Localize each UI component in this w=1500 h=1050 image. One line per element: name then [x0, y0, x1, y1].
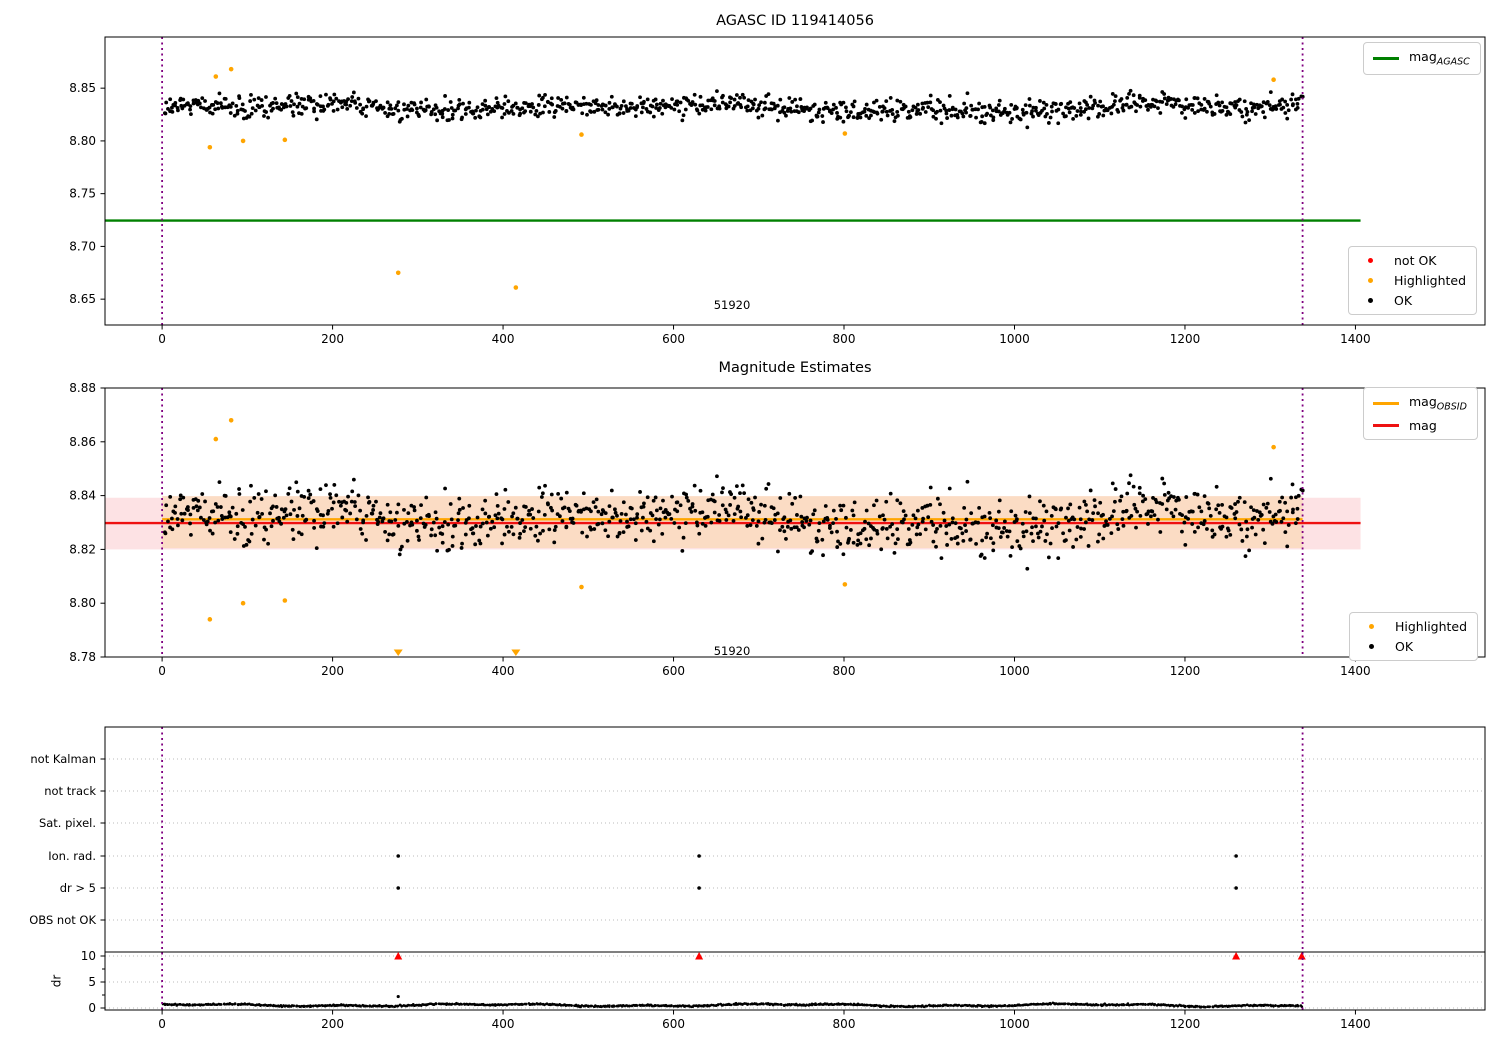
svg-text:Sat. pixel.: Sat. pixel.	[39, 816, 96, 830]
svg-text:8.78: 8.78	[69, 650, 96, 664]
clipped-dr-layer	[394, 952, 1306, 960]
plot1-marker-legend: not OK Highlighted OK	[1348, 246, 1478, 315]
x-axis: 0 200 400 600 800 1000 1200 1400	[158, 1010, 1371, 1031]
legend-line-sample	[1372, 401, 1399, 405]
legend-dot-sample	[1368, 258, 1373, 263]
legend-dot-sample	[1369, 644, 1374, 649]
grid-layer: not Kalman not track Sat. pixel. Ion. rad. d…	[29, 752, 1485, 1015]
svg-text:not Kalman: not Kalman	[30, 752, 96, 766]
plot2-line-legend: magOBSID mag	[1363, 387, 1478, 440]
plot2-obsid-label: 51920	[713, 644, 751, 658]
svg-text:0: 0	[88, 1001, 96, 1015]
legend-item: magAGASC	[1372, 49, 1470, 68]
svg-text:Ion. rad.: Ion. rad.	[48, 849, 96, 863]
svg-text:not track: not track	[44, 784, 96, 798]
svg-text:200: 200	[321, 1017, 344, 1031]
legend-line-sample	[1372, 423, 1399, 427]
legend-item: mag	[1372, 418, 1467, 433]
legend-line-sample	[1372, 56, 1399, 60]
legend-label: mag	[1409, 417, 1437, 433]
legend-label: magOBSID	[1409, 394, 1467, 413]
plot3-frame	[104, 726, 1486, 1011]
ok-scatter-layer	[162, 473, 1305, 571]
svg-text:0: 0	[158, 1017, 166, 1031]
svg-text:1200: 1200	[1170, 664, 1201, 678]
svg-text:600: 600	[662, 332, 685, 346]
svg-text:400: 400	[492, 664, 515, 678]
dr-series-layer	[161, 1001, 1304, 1009]
obsid-boundary-vlines	[161, 727, 1304, 1010]
svg-text:1400: 1400	[1340, 332, 1371, 346]
legend-item: Highlighted	[1358, 619, 1467, 634]
svg-text:8.86: 8.86	[69, 435, 96, 449]
svg-text:1000: 1000	[999, 664, 1030, 678]
highlighted-scatter-layer	[207, 417, 1276, 622]
svg-text:8.65: 8.65	[69, 292, 96, 306]
y-axis: 8.78 8.80 8.82 8.84 8.86 8.88	[69, 381, 105, 664]
legend-label: magAGASC	[1409, 49, 1470, 68]
flag-points-layer	[396, 854, 1238, 999]
legend-item: not OK	[1357, 253, 1466, 268]
plot1-obsid-label: 51920	[713, 298, 751, 312]
svg-text:8.80: 8.80	[69, 134, 96, 148]
svg-text:8.84: 8.84	[69, 489, 96, 503]
svg-text:1000: 1000	[999, 332, 1030, 346]
dr-axis-label: dr	[49, 974, 64, 988]
svg-text:600: 600	[662, 1017, 685, 1031]
ok-scatter-layer	[162, 88, 1305, 130]
legend-item: OK	[1358, 639, 1467, 654]
svg-text:8.88: 8.88	[69, 381, 96, 395]
svg-text:8.70: 8.70	[69, 239, 96, 253]
clipped-low-triangles	[393, 649, 521, 656]
legend-label: OK	[1394, 293, 1413, 308]
svg-text:10: 10	[81, 949, 96, 963]
legend-label: not OK	[1394, 253, 1437, 268]
svg-text:400: 400	[492, 332, 515, 346]
svg-text:8.80: 8.80	[69, 596, 96, 610]
svg-text:200: 200	[321, 332, 344, 346]
svg-text:8.75: 8.75	[69, 187, 96, 201]
legend-item: OK	[1357, 293, 1466, 308]
svg-text:1400: 1400	[1340, 664, 1371, 678]
legend-dot-sample	[1368, 278, 1373, 283]
svg-text:0: 0	[158, 664, 166, 678]
svg-text:1400: 1400	[1340, 1017, 1371, 1031]
svg-text:400: 400	[492, 1017, 515, 1031]
svg-text:200: 200	[321, 664, 344, 678]
svg-text:800: 800	[833, 1017, 856, 1031]
plot1-line-legend: magAGASC	[1363, 42, 1481, 75]
svg-text:1200: 1200	[1170, 332, 1201, 346]
legend-label: Highlighted	[1395, 619, 1468, 634]
x-axis: 0 200 400 600 800 1000 1200 1400	[158, 325, 1371, 346]
svg-text:dr > 5: dr > 5	[60, 881, 96, 895]
svg-text:OBS not OK: OBS not OK	[29, 913, 96, 927]
svg-text:800: 800	[833, 664, 856, 678]
plot2-frame	[104, 387, 1486, 658]
legend-label: OK	[1395, 639, 1414, 654]
svg-text:600: 600	[662, 664, 685, 678]
plot1-frame	[104, 36, 1486, 326]
legend-dot-sample	[1369, 624, 1374, 629]
legend-label: Highlighted	[1394, 273, 1467, 288]
highlighted-scatter-layer	[207, 66, 1276, 290]
svg-text:1200: 1200	[1170, 1017, 1201, 1031]
svg-text:1000: 1000	[999, 1017, 1030, 1031]
legend-item: magOBSID	[1372, 394, 1467, 413]
obsid-boundary-vlines	[161, 37, 1304, 325]
svg-text:800: 800	[833, 332, 856, 346]
plot1-title: AGASC ID 119414056	[716, 13, 874, 29]
svg-text:8.85: 8.85	[69, 81, 96, 95]
x-axis: 0 200 400 600 800 1000 1200 1400	[158, 657, 1371, 678]
obsid-boundary-vlines	[161, 388, 1304, 657]
plot2-title: Magnitude Estimates	[718, 360, 872, 376]
plot2-marker-legend: Highlighted OK	[1349, 612, 1479, 661]
legend-item: Highlighted	[1357, 273, 1466, 288]
y-axis: 8.65 8.70 8.75 8.80 8.85	[69, 81, 105, 306]
svg-text:0: 0	[158, 332, 166, 346]
legend-dot-sample	[1368, 298, 1373, 303]
svg-text:8.82: 8.82	[69, 542, 96, 556]
svg-text:5: 5	[88, 975, 96, 989]
